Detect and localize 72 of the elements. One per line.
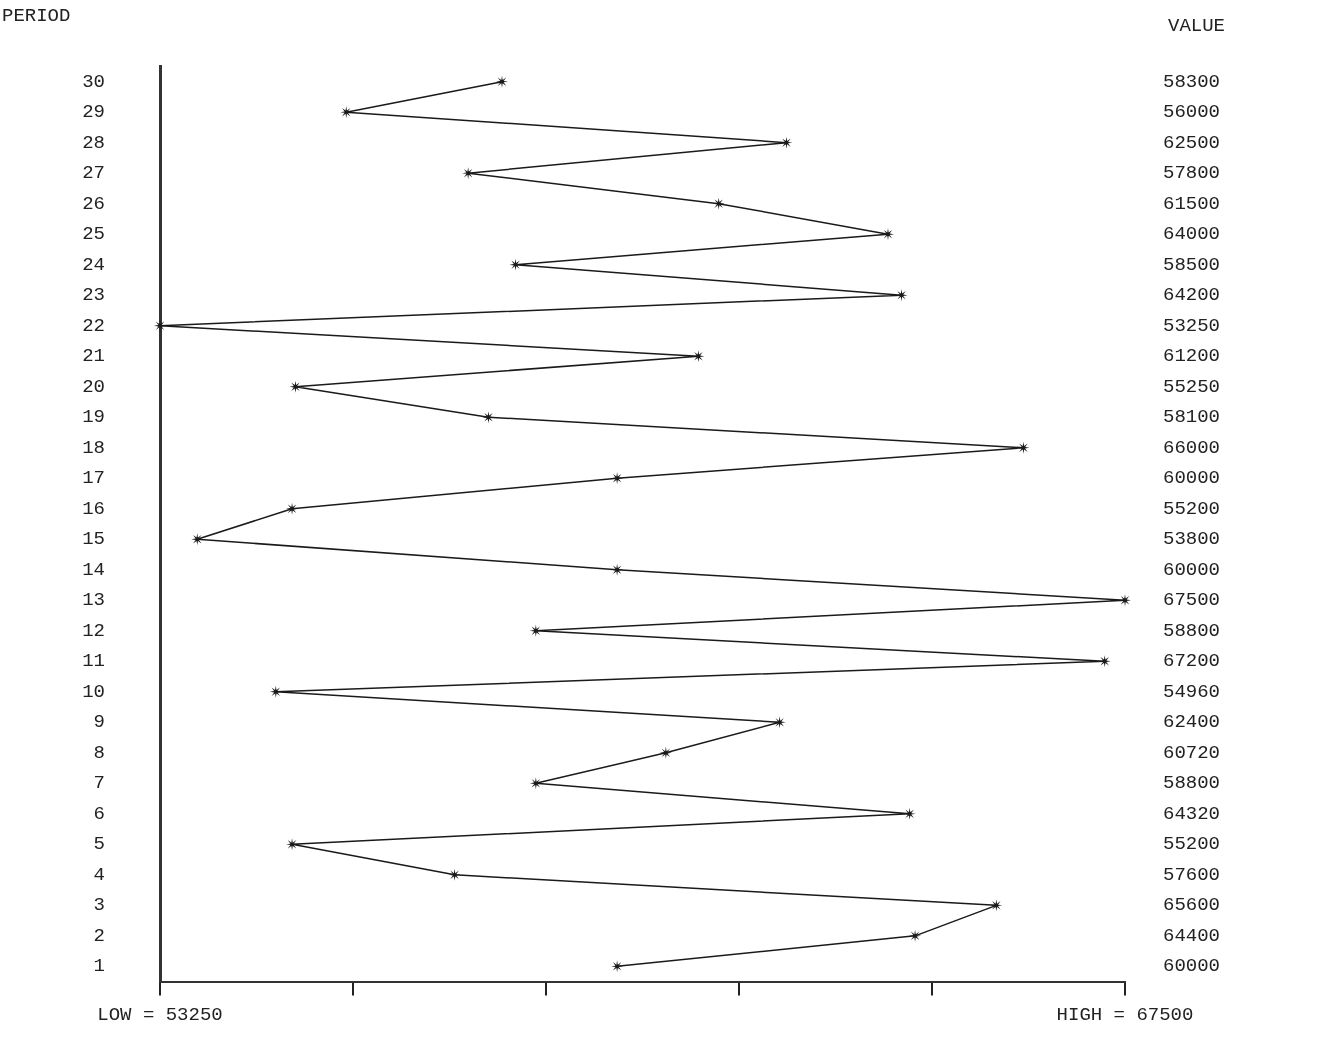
y-tick-label: 28 [82,131,105,154]
y-tick-label: 21 [82,345,105,368]
point [659,746,672,759]
y-tick-label: 16 [82,497,105,520]
data-label: 62400 [1163,711,1221,734]
data-label: 55250 [1163,375,1221,398]
y-tick-label: 29 [82,101,105,124]
data-label: 60000 [1163,955,1221,978]
y-tick-label: 27 [82,162,105,185]
y-tick-label: 13 [82,589,105,612]
data-label: 61200 [1163,345,1221,368]
data-label: 55200 [1163,833,1221,856]
y-tick-label: 23 [82,284,105,307]
y-tick-label: 19 [82,406,105,429]
data-label: 64320 [1163,802,1221,825]
data-label: 58800 [1163,619,1221,642]
data-label: 64400 [1163,924,1221,947]
y-tick-label: 10 [82,680,105,703]
y-tick-label: 12 [82,619,105,642]
data-label: 65600 [1163,894,1221,917]
data-label: 58500 [1163,253,1221,276]
x-tick-label: HIGH = 67500 [1056,1004,1194,1027]
y-tick-label: 1 [93,955,105,978]
y-tick-label: 6 [93,802,105,825]
data-label: 53250 [1163,314,1221,337]
y-tick-label: 7 [93,772,105,795]
data-label: 58300 [1163,70,1221,93]
y-tick-label: 25 [82,223,105,246]
y-tick-label: 2 [93,924,105,947]
point [448,868,461,881]
y-tick-label: 14 [82,558,105,581]
data-label: 53800 [1163,528,1221,551]
y-tick-label: 5 [93,833,105,856]
data-label: 67500 [1163,589,1221,612]
text: VALUE [1168,15,1226,38]
data-label: 60000 [1163,558,1221,581]
y-tick-label: 15 [82,528,105,551]
y-tick-label: 24 [82,253,105,276]
y-tick-label: 30 [82,70,105,93]
data-label: 64000 [1163,223,1221,246]
data-label: 57800 [1163,162,1221,185]
point [990,899,1003,912]
point [1119,594,1131,607]
data-label: 66000 [1163,436,1221,459]
data-label: 58800 [1163,772,1221,795]
x-tick-label: LOW = 53250 [97,1004,223,1027]
data-label: 60000 [1163,467,1221,490]
y-tick-label: 4 [93,863,105,886]
y-tick-label: 17 [82,467,105,490]
y-tick-label: 26 [82,192,105,215]
data-label: 60720 [1163,741,1221,764]
y-tick-label: 9 [93,711,105,734]
data-label: 57600 [1163,863,1221,886]
data-label: 56000 [1163,101,1221,124]
data-label: 58100 [1163,406,1221,429]
y-tick-label: 20 [82,375,105,398]
data-label: 62500 [1163,131,1221,154]
y-tick-label: 11 [82,650,105,673]
data-label: 61500 [1163,192,1221,215]
data-label: 55200 [1163,497,1221,520]
point [611,960,624,973]
data-label: 54960 [1163,680,1221,703]
y-tick-label: 3 [93,894,105,917]
point [712,197,725,210]
y-tick-label: 22 [82,314,105,337]
point [773,716,786,729]
y-tick-label: 8 [93,741,105,764]
y-axis-title: PERIOD [2,5,71,28]
data-label: 64200 [1163,284,1221,307]
point [909,929,922,942]
data-label: 67200 [1163,650,1221,673]
y-tick-label: 18 [82,436,105,459]
